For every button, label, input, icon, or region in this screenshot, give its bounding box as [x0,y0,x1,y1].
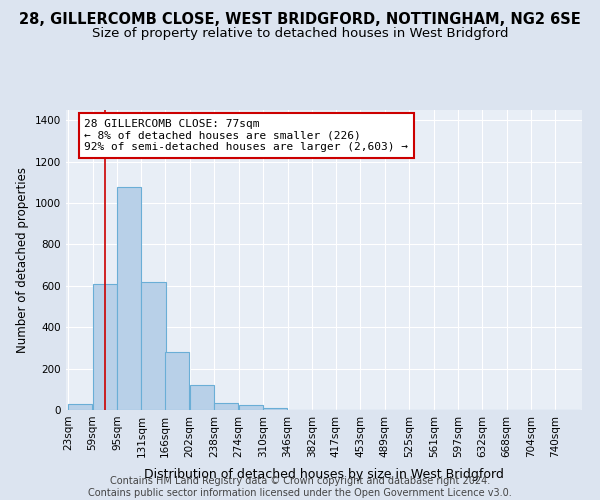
Bar [68,404,92,410]
Text: Contains HM Land Registry data © Crown copyright and database right 2024.
Contai: Contains HM Land Registry data © Crown c… [88,476,512,498]
Text: Size of property relative to detached houses in West Bridgford: Size of property relative to detached ho… [92,28,508,40]
Bar [165,352,190,410]
Y-axis label: Number of detached properties: Number of detached properties [16,167,29,353]
Bar [239,405,263,410]
Bar [117,186,141,410]
Bar [190,385,214,410]
Bar [214,403,238,410]
Bar [142,282,166,410]
Bar [92,284,116,410]
Text: 28, GILLERCOMB CLOSE, WEST BRIDGFORD, NOTTINGHAM, NG2 6SE: 28, GILLERCOMB CLOSE, WEST BRIDGFORD, NO… [19,12,581,28]
X-axis label: Distribution of detached houses by size in West Bridgford: Distribution of detached houses by size … [144,468,504,481]
Bar [263,408,287,410]
Text: 28 GILLERCOMB CLOSE: 77sqm
← 8% of detached houses are smaller (226)
92% of semi: 28 GILLERCOMB CLOSE: 77sqm ← 8% of detac… [84,119,408,152]
